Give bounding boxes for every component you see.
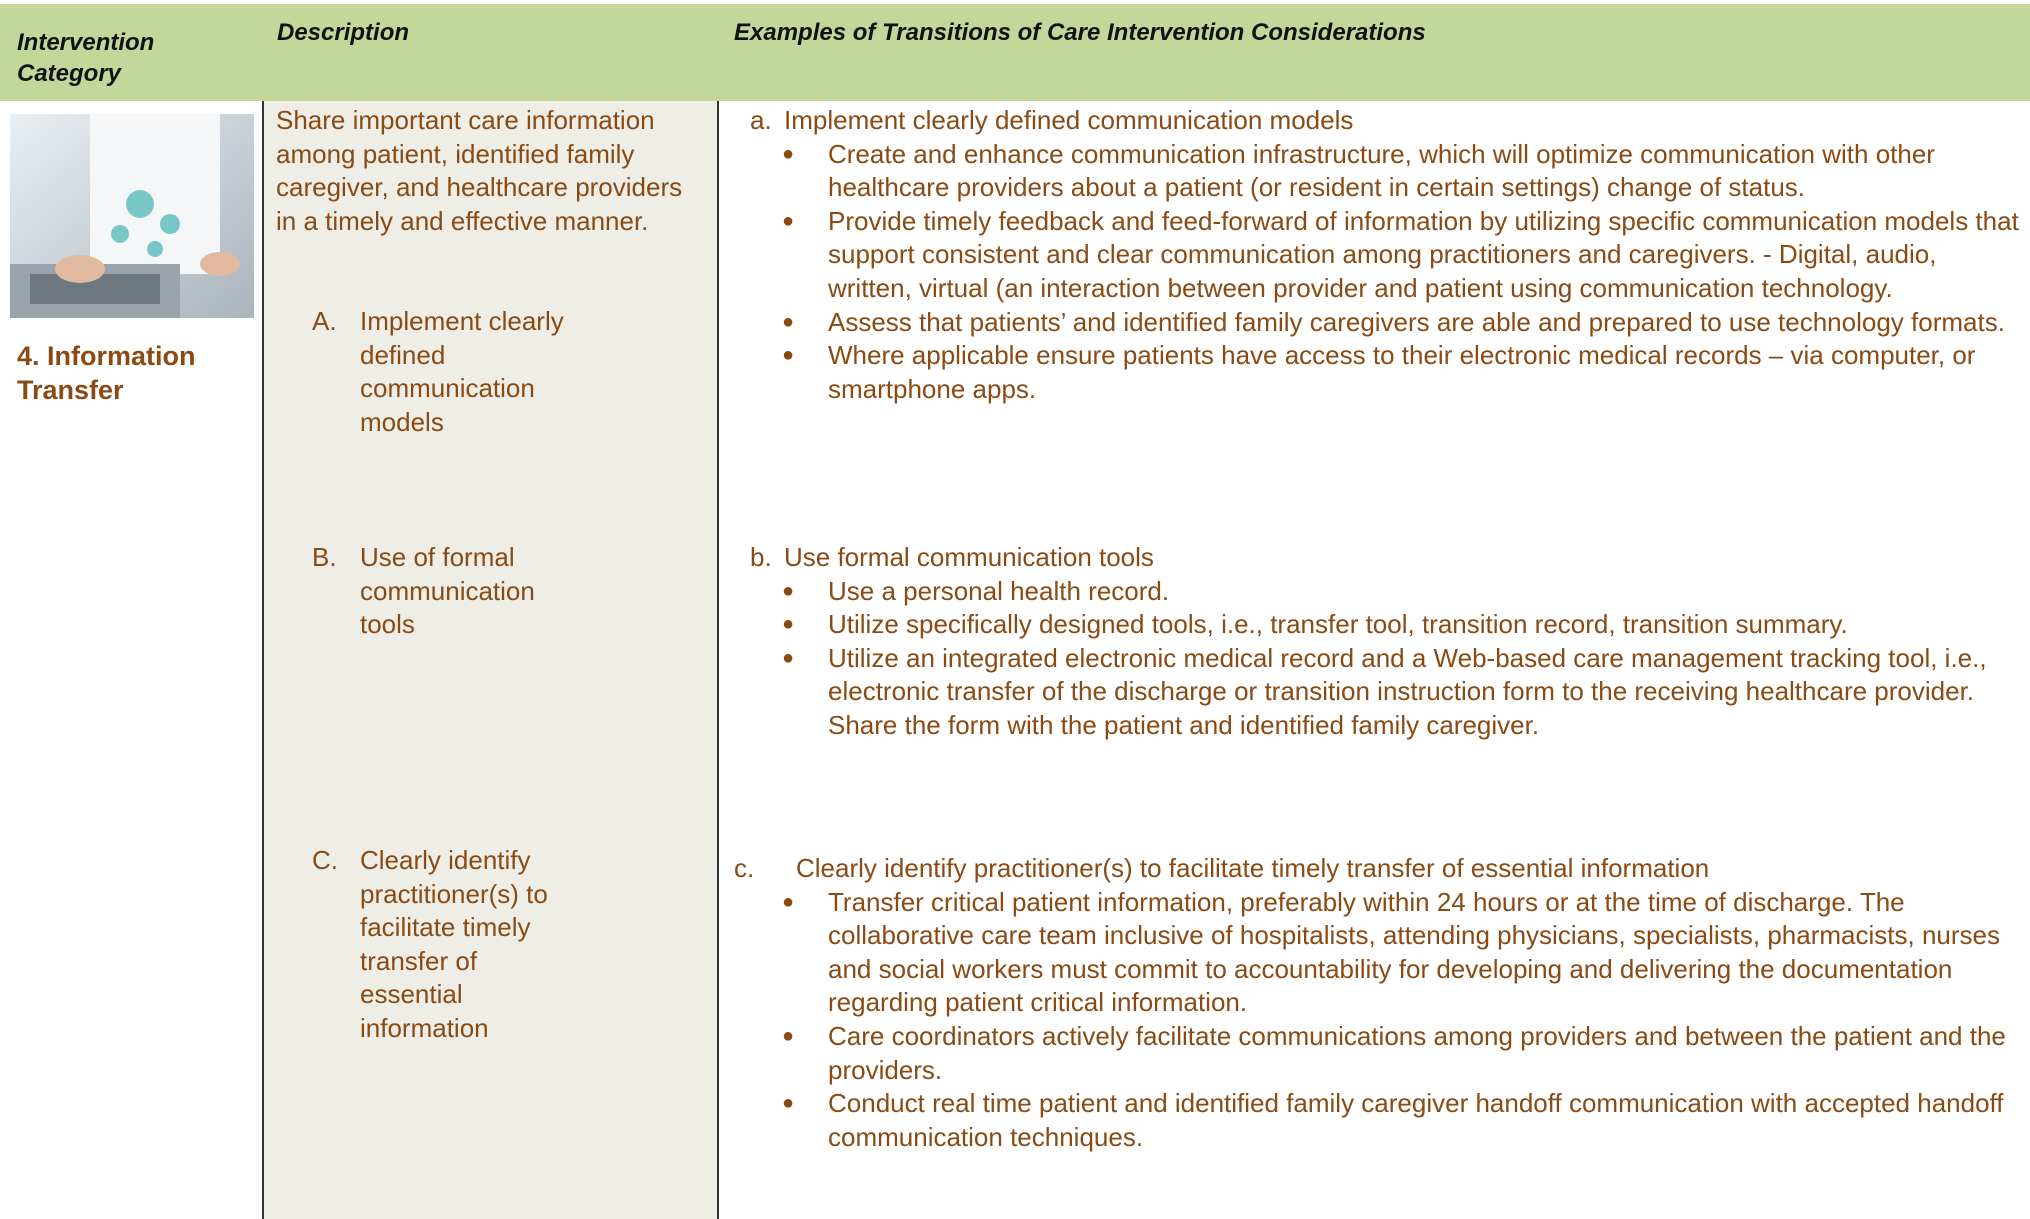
- description-summary: Share important care information among p…: [276, 105, 683, 236]
- section-title-text: Clearly identify practitioner(s) to faci…: [796, 853, 1710, 883]
- bullet-list: Use a personal health record.Utilize spe…: [750, 575, 2020, 743]
- section-title: c. Clearly identify practitioner(s) to fa…: [734, 852, 2020, 886]
- item-text: Use of formal communication tools: [360, 542, 535, 640]
- item-text: Clearly identify practitioner(s) to faci…: [360, 845, 548, 1043]
- section: c. Clearly identify practitioner(s) to fa…: [734, 852, 2020, 1154]
- section-marker: b.: [750, 542, 772, 572]
- description-column: [263, 101, 718, 1219]
- item-text: Implement clearly defined communication …: [360, 306, 564, 437]
- bullet: Utilize an integrated electronic medical…: [782, 642, 2020, 743]
- category-image: [10, 114, 254, 318]
- bullet-list: Transfer critical patient information, p…: [734, 886, 2020, 1155]
- header-category: Intervention Category: [17, 29, 155, 87]
- description-item: C. Clearly identify practitioner(s) to fa…: [312, 844, 602, 1046]
- bullet: Transfer critical patient information, p…: [782, 886, 2020, 1020]
- bullet: Create and enhance communication infrast…: [782, 138, 2020, 205]
- item-marker: A.: [312, 306, 337, 336]
- section: a. Implement clearly defined communicatio…: [750, 104, 2020, 406]
- section-title: a. Implement clearly defined communicatio…: [750, 104, 2020, 138]
- section-marker: a.: [750, 105, 772, 135]
- bullet: Where applicable ensure patients have ac…: [782, 339, 2020, 406]
- header-description: Description: [277, 19, 410, 46]
- description-item: A. Implement clearly defined communicatio…: [312, 305, 602, 439]
- bullet: Utilize specifically designed tools, i.e…: [782, 608, 2020, 642]
- header-bar: [0, 4, 2030, 101]
- section-title: b. Use formal communication tools: [750, 541, 2020, 575]
- section-title-text: Implement clearly defined communication …: [784, 105, 1354, 135]
- section-marker: c.: [734, 853, 755, 883]
- bullet: Use a personal health record.: [782, 575, 2020, 609]
- item-marker: C.: [312, 845, 338, 875]
- section-title-text: Use formal communication tools: [784, 542, 1154, 572]
- column-divider: [262, 101, 264, 1219]
- bullet: Care coordinators actively facilitate co…: [782, 1020, 2020, 1087]
- bullet-list: Create and enhance communication infrast…: [750, 138, 2020, 407]
- bullet: Assess that patients’ and identified fam…: [782, 306, 2020, 340]
- category-title: 4. Information Transfer: [17, 341, 196, 405]
- item-marker: B.: [312, 542, 337, 572]
- description-item: B. Use of formal communication tools: [312, 541, 602, 642]
- section: b. Use formal communication toolsUse a pe…: [750, 541, 2020, 743]
- header-examples: Examples of Transitions of Care Interven…: [734, 19, 1426, 46]
- column-divider: [717, 101, 719, 1219]
- bullet: Provide timely feedback and feed-forward…: [782, 205, 2020, 306]
- bullet: Conduct real time patient and identified…: [782, 1087, 2020, 1154]
